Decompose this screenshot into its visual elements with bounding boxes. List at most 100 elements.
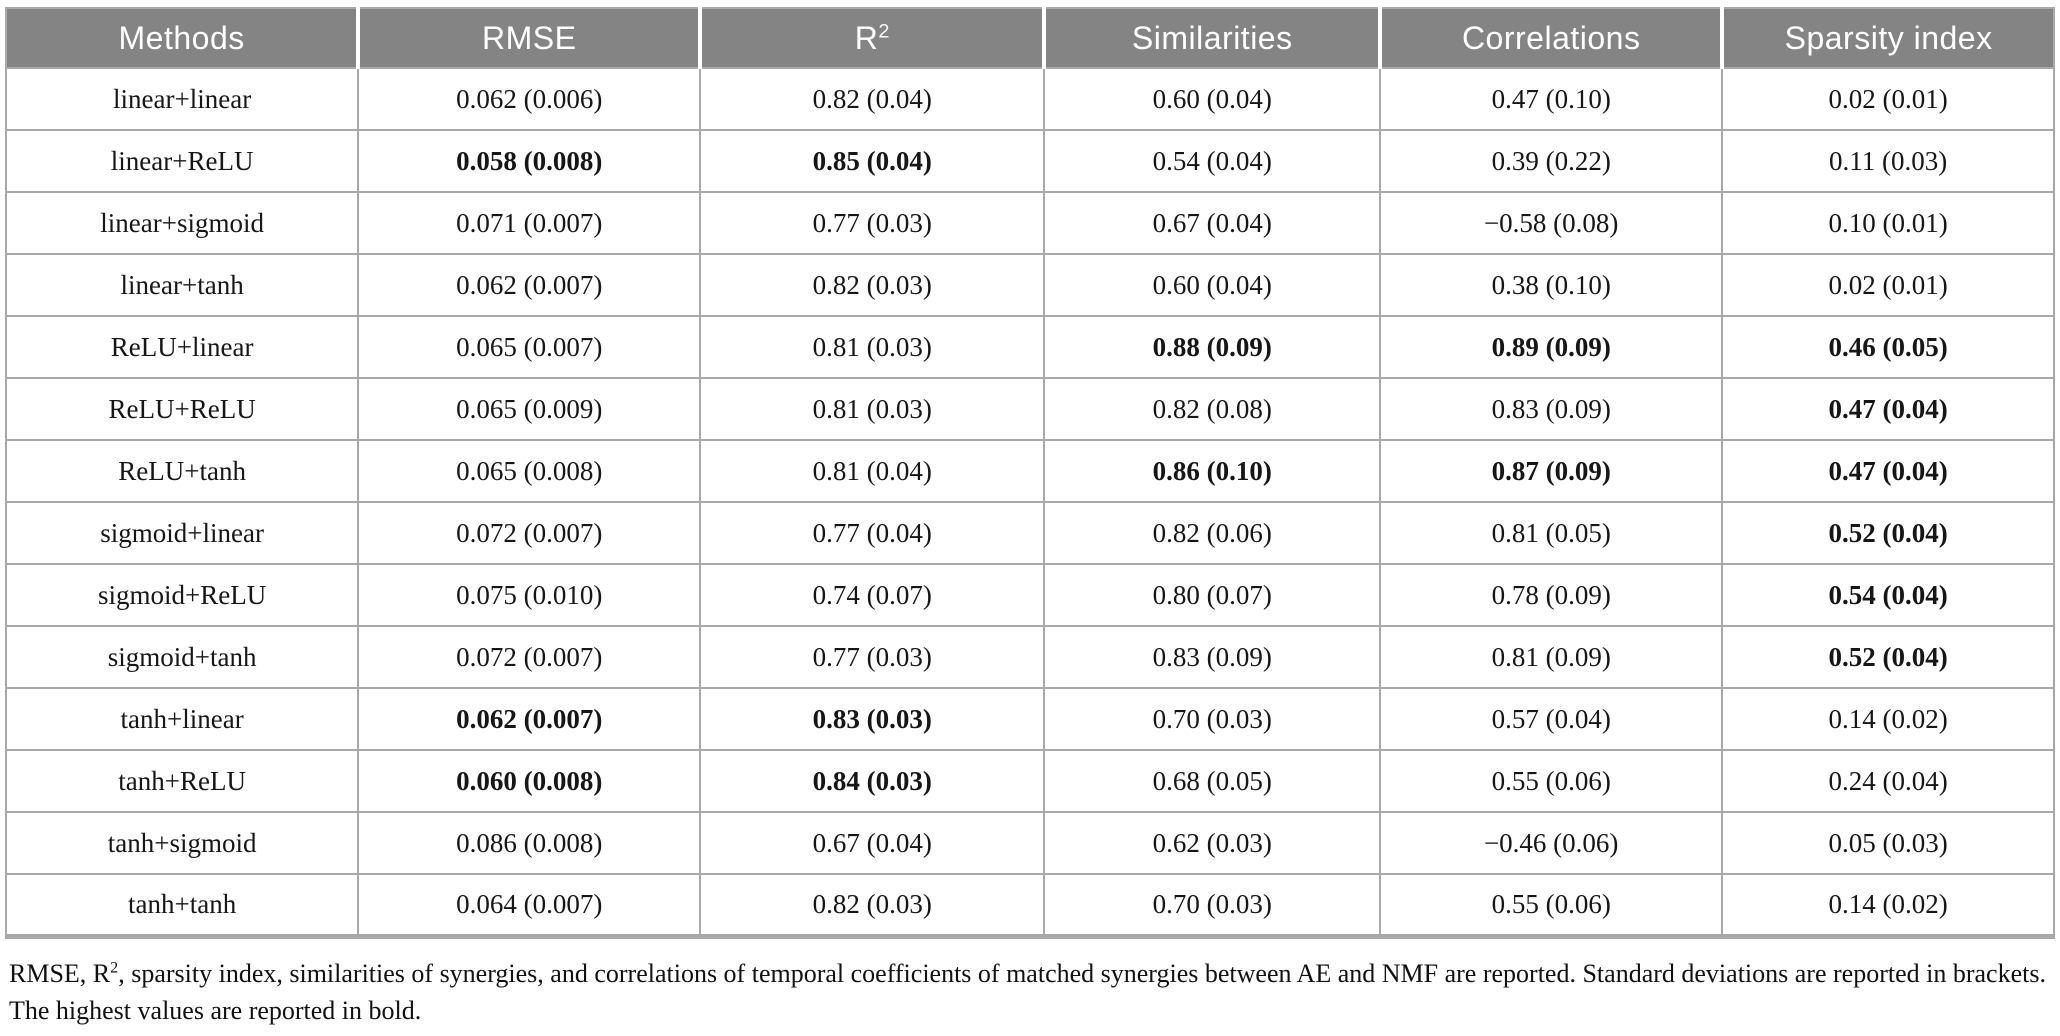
value-cell: 0.39 (0.22) bbox=[1379, 129, 1724, 193]
value-cell: 0.11 (0.03) bbox=[1721, 129, 2055, 193]
value-cell: 0.80 (0.07) bbox=[1043, 563, 1382, 627]
method-cell: tanh+ReLU bbox=[4, 749, 360, 813]
value-cell: 0.78 (0.09) bbox=[1379, 563, 1724, 627]
value-cell: 0.24 (0.04) bbox=[1721, 749, 2055, 813]
value-cell: 0.77 (0.03) bbox=[699, 625, 1046, 689]
table-row: linear+tanh 0.062 (0.007) 0.82 (0.03) 0.60 … bbox=[4, 253, 2055, 317]
table-row: linear+ReLU 0.058 (0.008) 0.85 (0.04) 0.54 … bbox=[4, 129, 2055, 193]
value-cell: 0.05 (0.03) bbox=[1721, 811, 2055, 875]
value-cell: 0.062 (0.006) bbox=[357, 67, 702, 131]
col-header-methods: Methods bbox=[6, 8, 359, 69]
value-cell: 0.072 (0.007) bbox=[357, 625, 702, 689]
table-row: linear+linear 0.062 (0.006) 0.82 (0.04) 0.6… bbox=[4, 67, 2055, 131]
value-cell: 0.55 (0.06) bbox=[1379, 873, 1724, 937]
results-table-body: linear+linear 0.062 (0.006) 0.82 (0.04) 0.6… bbox=[4, 67, 2055, 937]
value-cell: 0.82 (0.03) bbox=[699, 873, 1046, 937]
value-cell: 0.47 (0.04) bbox=[1721, 377, 2055, 441]
r2-superscript: 2 bbox=[878, 19, 890, 42]
value-cell: 0.14 (0.02) bbox=[1721, 873, 2055, 937]
method-cell: ReLU+tanh bbox=[4, 439, 360, 503]
value-cell: 0.062 (0.007) bbox=[357, 687, 702, 751]
footnote-text-rest: , sparsity index, similarities of synerg… bbox=[9, 958, 2046, 1026]
col-header-rmse: RMSE bbox=[356, 8, 701, 69]
table-row: tanh+tanh 0.064 (0.007) 0.82 (0.03) 0.70 (0… bbox=[4, 873, 2055, 937]
value-cell: 0.57 (0.04) bbox=[1379, 687, 1724, 751]
value-cell: 0.54 (0.04) bbox=[1043, 129, 1382, 193]
value-cell: 0.60 (0.04) bbox=[1043, 253, 1382, 317]
method-cell: ReLU+ReLU bbox=[4, 377, 360, 441]
table-footnote: RMSE, R2, sparsity index, similarities o… bbox=[9, 955, 2051, 1030]
value-cell: 0.52 (0.04) bbox=[1721, 625, 2055, 689]
footnote-r2-superscript: 2 bbox=[110, 958, 119, 976]
value-cell: 0.82 (0.04) bbox=[699, 67, 1046, 131]
table-row: tanh+ReLU 0.060 (0.008) 0.84 (0.03) 0.68 (0… bbox=[4, 749, 2055, 813]
value-cell: 0.062 (0.007) bbox=[357, 253, 702, 317]
value-cell: 0.83 (0.03) bbox=[699, 687, 1046, 751]
value-cell: 0.82 (0.08) bbox=[1043, 377, 1382, 441]
value-cell: 0.74 (0.07) bbox=[699, 563, 1046, 627]
value-cell: 0.14 (0.02) bbox=[1721, 687, 2055, 751]
value-cell: 0.81 (0.05) bbox=[1379, 501, 1724, 565]
value-cell: 0.10 (0.01) bbox=[1721, 191, 2055, 255]
value-cell: 0.67 (0.04) bbox=[699, 811, 1046, 875]
table-row: tanh+linear 0.062 (0.007) 0.83 (0.03) 0.70 … bbox=[4, 687, 2055, 751]
value-cell: 0.065 (0.007) bbox=[357, 315, 702, 379]
value-cell: 0.54 (0.04) bbox=[1721, 563, 2055, 627]
table-row: linear+sigmoid 0.071 (0.007) 0.77 (0.03) 0.… bbox=[4, 191, 2055, 255]
table-header: Methods RMSE R2 Similarities Correlation… bbox=[6, 8, 2054, 69]
value-cell: 0.68 (0.05) bbox=[1043, 749, 1382, 813]
method-cell: tanh+linear bbox=[4, 687, 360, 751]
value-cell: 0.46 (0.05) bbox=[1721, 315, 2055, 379]
method-cell: tanh+tanh bbox=[4, 873, 360, 937]
value-cell: −0.58 (0.08) bbox=[1379, 191, 1724, 255]
table-row: ReLU+linear 0.065 (0.007) 0.81 (0.03) 0.88 … bbox=[4, 315, 2055, 379]
value-cell: 0.075 (0.010) bbox=[357, 563, 702, 627]
value-cell: 0.55 (0.06) bbox=[1379, 749, 1724, 813]
col-header-correlations: Correlations bbox=[1378, 8, 1723, 69]
table-row: ReLU+tanh 0.065 (0.008) 0.81 (0.04) 0.86 (0… bbox=[4, 439, 2055, 503]
value-cell: 0.81 (0.09) bbox=[1379, 625, 1724, 689]
value-cell: 0.064 (0.007) bbox=[357, 873, 702, 937]
value-cell: 0.77 (0.04) bbox=[699, 501, 1046, 565]
value-cell: 0.83 (0.09) bbox=[1379, 377, 1724, 441]
value-cell: 0.62 (0.03) bbox=[1043, 811, 1382, 875]
table-row: ReLU+ReLU 0.065 (0.009) 0.81 (0.03) 0.82 (0… bbox=[4, 377, 2055, 441]
value-cell: 0.072 (0.007) bbox=[357, 501, 702, 565]
results-table: Methods RMSE R2 Similarities Correlation… bbox=[4, 7, 2055, 939]
method-cell: sigmoid+linear bbox=[4, 501, 360, 565]
value-cell: 0.47 (0.10) bbox=[1379, 67, 1724, 131]
footnote-text-start: RMSE, R bbox=[9, 958, 111, 988]
value-cell: 0.85 (0.04) bbox=[699, 129, 1046, 193]
r2-label: R bbox=[854, 19, 879, 56]
value-cell: 0.086 (0.008) bbox=[357, 811, 702, 875]
method-cell: tanh+sigmoid bbox=[4, 811, 360, 875]
value-cell: 0.67 (0.04) bbox=[1043, 191, 1382, 255]
method-cell: linear+linear bbox=[4, 67, 360, 131]
value-cell: 0.88 (0.09) bbox=[1043, 315, 1382, 379]
value-cell: 0.060 (0.008) bbox=[357, 749, 702, 813]
value-cell: 0.70 (0.03) bbox=[1043, 873, 1382, 937]
value-cell: 0.89 (0.09) bbox=[1379, 315, 1724, 379]
value-cell: 0.071 (0.007) bbox=[357, 191, 702, 255]
value-cell: −0.46 (0.06) bbox=[1379, 811, 1724, 875]
value-cell: 0.77 (0.03) bbox=[699, 191, 1046, 255]
value-cell: 0.38 (0.10) bbox=[1379, 253, 1724, 317]
method-cell: sigmoid+ReLU bbox=[4, 563, 360, 627]
method-cell: sigmoid+tanh bbox=[4, 625, 360, 689]
table-row: tanh+sigmoid 0.086 (0.008) 0.67 (0.04) 0.62… bbox=[4, 811, 2055, 875]
value-cell: 0.70 (0.03) bbox=[1043, 687, 1382, 751]
value-cell: 0.83 (0.09) bbox=[1043, 625, 1382, 689]
value-cell: 0.87 (0.09) bbox=[1379, 439, 1724, 503]
value-cell: 0.81 (0.03) bbox=[699, 377, 1046, 441]
value-cell: 0.81 (0.04) bbox=[699, 439, 1046, 503]
value-cell: 0.47 (0.04) bbox=[1721, 439, 2055, 503]
table-row: sigmoid+tanh 0.072 (0.007) 0.77 (0.03) 0.83… bbox=[4, 625, 2055, 689]
value-cell: 0.84 (0.03) bbox=[699, 749, 1046, 813]
value-cell: 0.065 (0.008) bbox=[357, 439, 702, 503]
value-cell: 0.81 (0.03) bbox=[699, 315, 1046, 379]
value-cell: 0.52 (0.04) bbox=[1721, 501, 2055, 565]
method-cell: linear+sigmoid bbox=[4, 191, 360, 255]
col-header-r2: R2 bbox=[698, 8, 1045, 69]
value-cell: 0.02 (0.01) bbox=[1721, 67, 2055, 131]
